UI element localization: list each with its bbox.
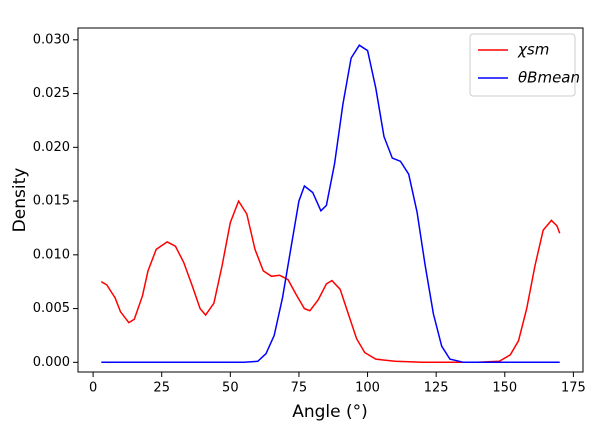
x-tick-label: 175	[561, 381, 586, 396]
y-tick-label: 0.015	[33, 194, 70, 209]
x-tick-label: 50	[222, 381, 239, 396]
y-tick-label: 0.020	[33, 140, 70, 155]
x-tick-label: 100	[355, 381, 380, 396]
y-tick-label: 0.030	[33, 32, 70, 47]
legend-label: θBmean	[518, 69, 580, 87]
y-tick-label: 0.005	[33, 301, 70, 316]
x-tick-label: 0	[89, 381, 97, 396]
x-tick-label: 125	[424, 381, 449, 396]
plot-frame	[77, 27, 584, 373]
x-tick-label: 75	[291, 381, 308, 396]
y-axis-label: Density	[10, 168, 30, 233]
y-tick-label: 0.010	[33, 247, 70, 262]
y-tick-label: 0.000	[33, 355, 70, 370]
x-tick-label: 150	[492, 381, 517, 396]
x-axis-label: Angle (°)	[292, 402, 368, 422]
line	[101, 44, 560, 364]
line	[100, 199, 561, 364]
y-tick-label: 0.025	[33, 86, 70, 101]
x-tick-label: 25	[153, 381, 170, 396]
legend-label: χsm	[517, 41, 549, 59]
